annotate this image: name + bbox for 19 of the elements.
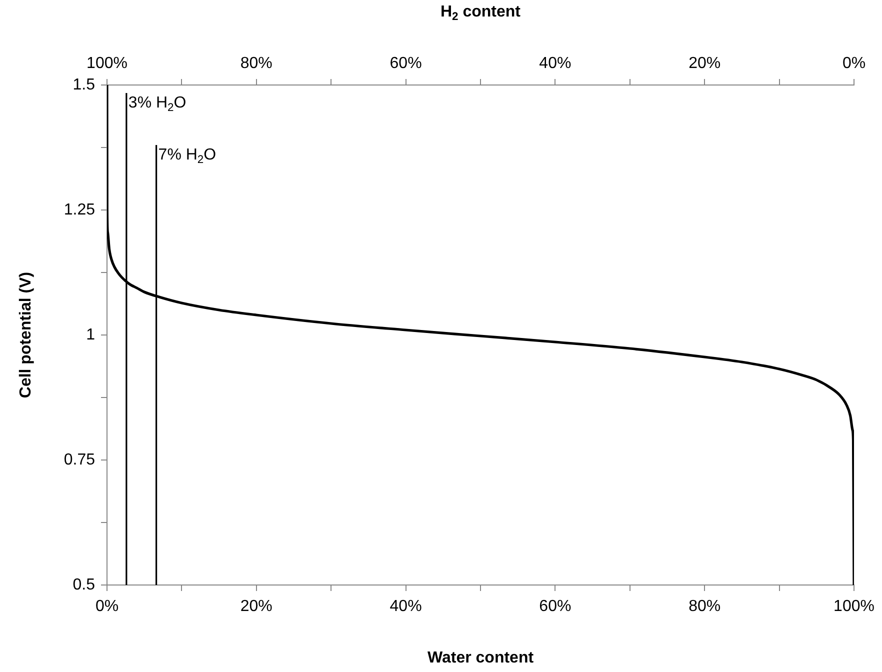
y-axis-title: Cell potential (V) — [17, 272, 34, 398]
x-tick-label: 80% — [688, 598, 721, 616]
x-tick-label: 100% — [834, 598, 874, 616]
x-tick-label: 20% — [240, 598, 272, 616]
x2-tick-label: 100% — [86, 54, 128, 72]
y-tick-label: 1.5 — [72, 76, 96, 94]
x-tick-label: 40% — [390, 598, 422, 616]
x2-tick-label: 20% — [688, 54, 721, 72]
y-tick-label: 0.5 — [72, 576, 96, 594]
x-tick-label: 0% — [95, 598, 119, 616]
x-axis-title: Water content — [427, 649, 534, 666]
y-tick-label: 1 — [86, 326, 96, 344]
x2-tick-label: 80% — [240, 54, 272, 72]
x-tick-label: 60% — [539, 598, 572, 616]
x2-tick-label: 0% — [842, 54, 866, 72]
x2-tick-label: 40% — [539, 54, 572, 72]
y-tick-label: 0.75 — [64, 451, 96, 468]
x2-tick-label: 60% — [390, 54, 422, 72]
y-tick-label: 1.25 — [64, 201, 96, 218]
